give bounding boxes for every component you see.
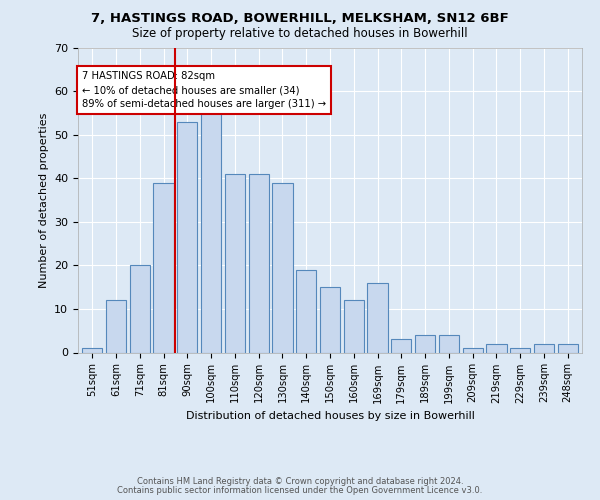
- Bar: [534, 344, 554, 352]
- Y-axis label: Number of detached properties: Number of detached properties: [38, 112, 49, 288]
- Bar: [415, 335, 435, 352]
- Text: Size of property relative to detached houses in Bowerhill: Size of property relative to detached ho…: [132, 28, 468, 40]
- Bar: [154, 182, 173, 352]
- Text: 7, HASTINGS ROAD, BOWERHILL, MELKSHAM, SN12 6BF: 7, HASTINGS ROAD, BOWERHILL, MELKSHAM, S…: [91, 12, 509, 26]
- Text: Contains HM Land Registry data © Crown copyright and database right 2024.: Contains HM Land Registry data © Crown c…: [137, 478, 463, 486]
- Bar: [177, 122, 197, 352]
- Bar: [557, 344, 578, 352]
- Bar: [130, 266, 150, 352]
- Bar: [320, 287, 340, 352]
- Bar: [463, 348, 483, 352]
- Bar: [106, 300, 126, 352]
- Bar: [487, 344, 506, 352]
- Bar: [296, 270, 316, 352]
- Bar: [439, 335, 459, 352]
- Text: 7 HASTINGS ROAD: 82sqm
← 10% of detached houses are smaller (34)
89% of semi-det: 7 HASTINGS ROAD: 82sqm ← 10% of detached…: [82, 72, 326, 110]
- Bar: [248, 174, 269, 352]
- Bar: [510, 348, 530, 352]
- Bar: [391, 340, 412, 352]
- Bar: [272, 182, 293, 352]
- Text: Contains public sector information licensed under the Open Government Licence v3: Contains public sector information licen…: [118, 486, 482, 495]
- X-axis label: Distribution of detached houses by size in Bowerhill: Distribution of detached houses by size …: [185, 411, 475, 421]
- Bar: [367, 283, 388, 352]
- Bar: [82, 348, 103, 352]
- Bar: [201, 104, 221, 352]
- Bar: [344, 300, 364, 352]
- Bar: [225, 174, 245, 352]
